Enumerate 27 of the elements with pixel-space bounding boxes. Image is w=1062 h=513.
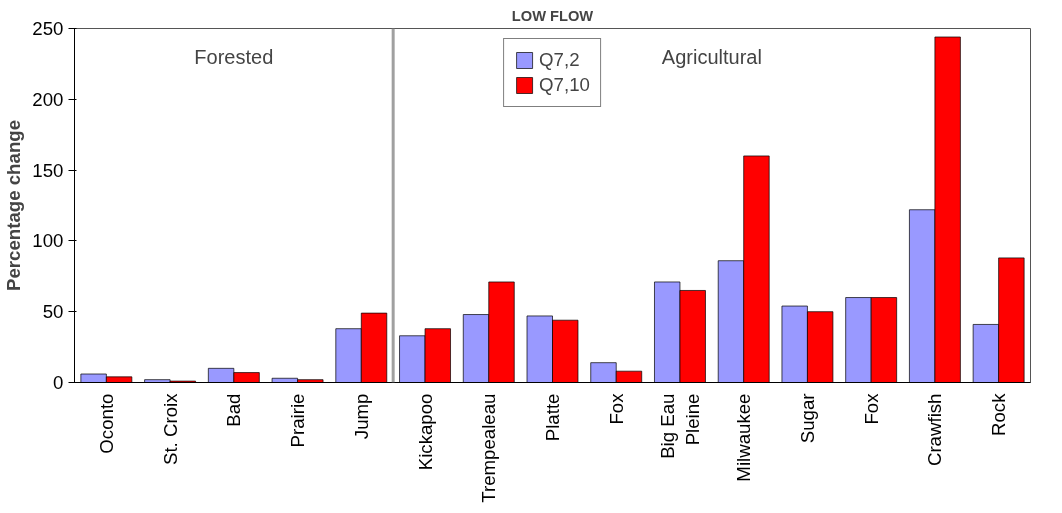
x-tick-label: Fox xyxy=(860,392,882,425)
x-tick-label: Platte xyxy=(542,393,563,442)
y-tick-label: 0 xyxy=(53,372,64,393)
x-tick-label: Big Eau Pleine xyxy=(656,393,704,459)
x-tick-label: Trempealeau xyxy=(478,393,500,503)
x-tick-label: Prairie xyxy=(287,393,309,448)
legend-label: Q7,2 xyxy=(539,49,580,71)
y-axis-title: Percentage change xyxy=(3,119,25,292)
x-tick-label: Crawfish xyxy=(924,393,946,467)
y-tick-label: 150 xyxy=(32,159,64,181)
y-tick-label: 100 xyxy=(32,230,64,252)
x-tick-label: Sugar xyxy=(796,393,818,444)
x-tick-label: Milwaukee xyxy=(733,393,755,482)
y-tick-label: 50 xyxy=(42,301,64,323)
chart-title: LOW FLOW xyxy=(511,7,594,24)
x-tick-label: Jump xyxy=(350,393,372,440)
x-tick-label: Bad xyxy=(223,393,245,427)
x-tick-label: St. Croix xyxy=(159,392,181,466)
x-tick-label: Rock xyxy=(988,392,1010,436)
legend-label: Q7,10 xyxy=(539,74,590,96)
x-tick-label: Kickapoo xyxy=(414,393,436,471)
x-tick-label: Fox xyxy=(605,392,627,425)
annotation: Agricultural xyxy=(661,45,762,68)
x-tick-label: Oconto xyxy=(95,393,117,454)
y-tick-label: 200 xyxy=(32,88,64,110)
y-tick-label: 250 xyxy=(32,18,64,39)
annotation: Forested xyxy=(194,45,274,68)
